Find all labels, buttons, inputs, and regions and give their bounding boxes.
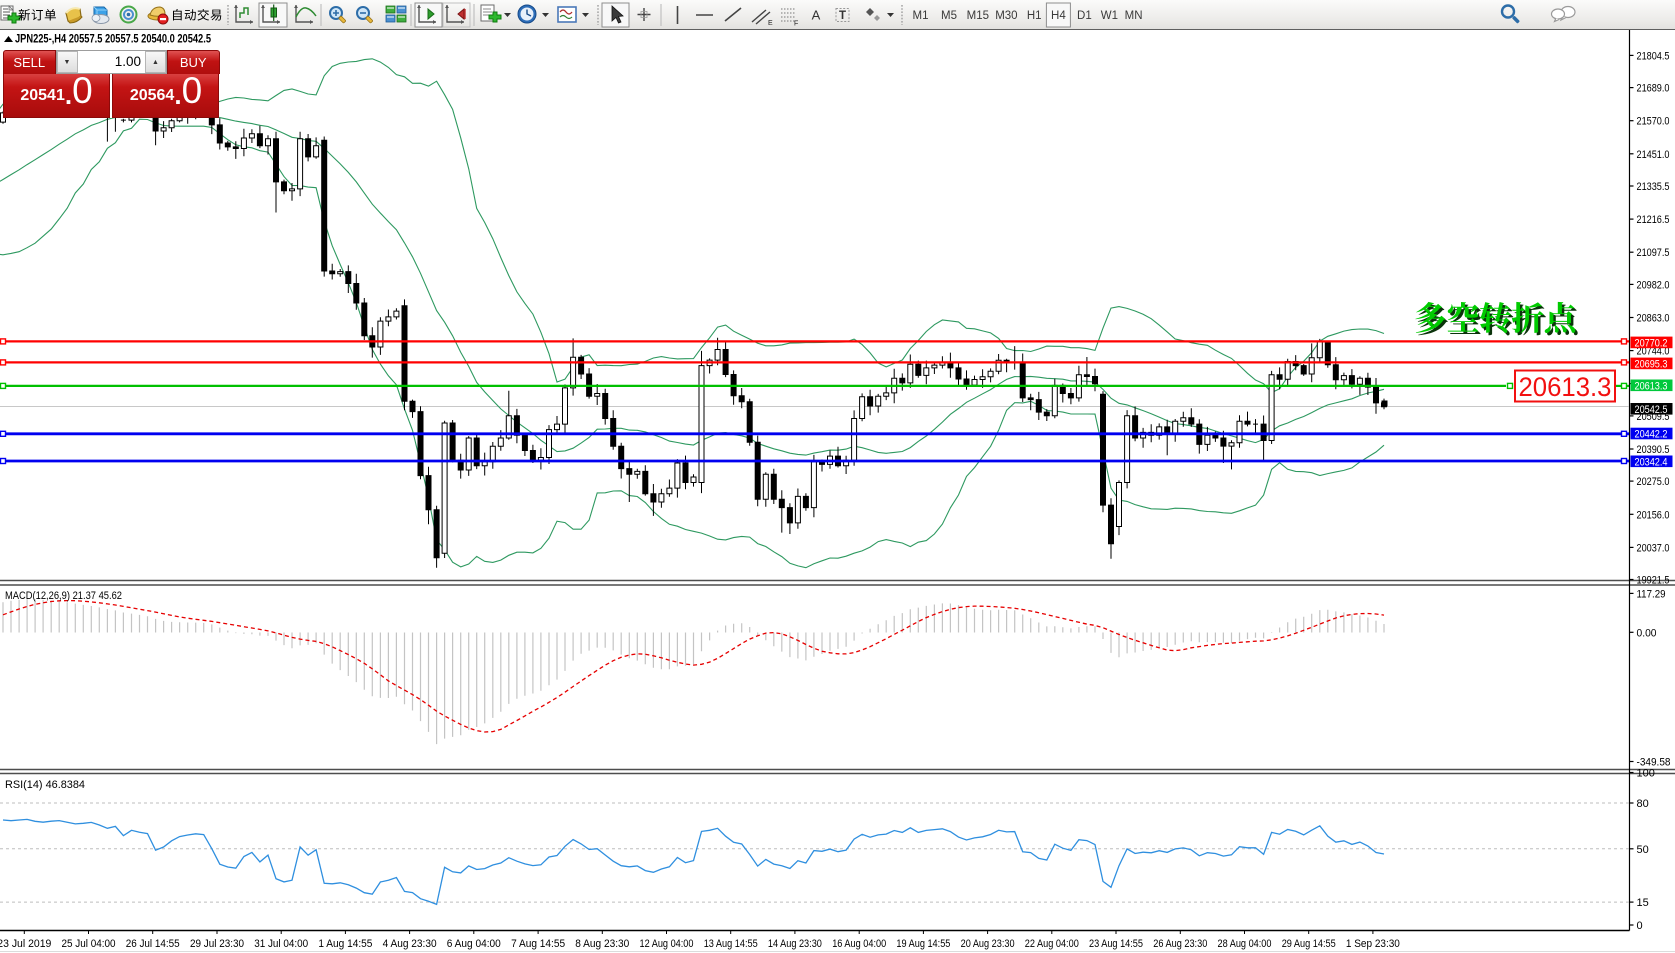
svg-text:26 Aug 23:30: 26 Aug 23:30 <box>1153 938 1207 950</box>
svg-text:20863.0: 20863.0 <box>1637 313 1670 325</box>
svg-text:T: T <box>839 10 846 22</box>
svg-text:-349.58: -349.58 <box>1637 757 1671 769</box>
svg-text:20542.5: 20542.5 <box>1635 404 1668 416</box>
svg-text:20982.0: 20982.0 <box>1637 279 1670 291</box>
svg-text:22 Aug 04:00: 22 Aug 04:00 <box>1025 938 1079 950</box>
svg-text:19921.5: 19921.5 <box>1637 575 1670 587</box>
svg-text:21689.0: 21689.0 <box>1637 83 1670 95</box>
svg-text:20342.4: 20342.4 <box>1635 456 1668 468</box>
svg-text:26 Jul 14:55: 26 Jul 14:55 <box>126 938 180 950</box>
svg-text:14 Aug 23:30: 14 Aug 23:30 <box>768 938 822 950</box>
svg-text:16 Aug 04:00: 16 Aug 04:00 <box>832 938 886 950</box>
svg-text:M30: M30 <box>995 10 1017 22</box>
svg-text:21804.5: 21804.5 <box>1637 50 1670 62</box>
svg-text:20770.2: 20770.2 <box>1635 337 1668 349</box>
svg-text:0.00: 0.00 <box>1637 627 1657 639</box>
svg-text:1 Aug 14:55: 1 Aug 14:55 <box>318 938 372 950</box>
svg-text:6 Aug 04:00: 6 Aug 04:00 <box>447 938 501 950</box>
svg-text:F: F <box>794 21 798 28</box>
svg-text:H1: H1 <box>1027 10 1042 22</box>
svg-text:80: 80 <box>1637 798 1649 810</box>
svg-text:100: 100 <box>1637 768 1655 780</box>
svg-text:29 Aug 14:55: 29 Aug 14:55 <box>1282 938 1336 950</box>
svg-text:23 Aug 14:55: 23 Aug 14:55 <box>1089 938 1143 950</box>
svg-text:MACD(12,26,9) 21.37 45.62: MACD(12,26,9) 21.37 45.62 <box>5 590 122 602</box>
svg-text:20156.0: 20156.0 <box>1637 509 1670 521</box>
svg-text:12 Aug 04:00: 12 Aug 04:00 <box>640 938 694 950</box>
svg-text:31 Jul 04:00: 31 Jul 04:00 <box>254 938 308 950</box>
svg-text:4 Aug 23:30: 4 Aug 23:30 <box>383 938 437 950</box>
svg-text:M5: M5 <box>941 10 957 22</box>
svg-text:15: 15 <box>1637 897 1649 909</box>
svg-text:M1: M1 <box>913 10 929 22</box>
svg-text:0: 0 <box>1637 920 1643 932</box>
svg-text:13 Aug 14:55: 13 Aug 14:55 <box>704 938 758 950</box>
svg-text:20275.0: 20275.0 <box>1637 476 1670 488</box>
svg-text:H4: H4 <box>1051 10 1066 22</box>
svg-text:50: 50 <box>1637 844 1649 856</box>
svg-text:20442.2: 20442.2 <box>1635 429 1668 441</box>
svg-text:20744.0: 20744.0 <box>1637 346 1670 358</box>
svg-text:M15: M15 <box>967 10 989 22</box>
svg-text:MN: MN <box>1125 10 1143 22</box>
svg-text:8 Aug 23:30: 8 Aug 23:30 <box>575 938 629 950</box>
svg-text:117.29: 117.29 <box>1637 588 1666 600</box>
svg-text:28 Aug 04:00: 28 Aug 04:00 <box>1218 938 1272 950</box>
svg-text:1 Sep 23:30: 1 Sep 23:30 <box>1346 938 1400 950</box>
svg-text:D1: D1 <box>1077 10 1092 22</box>
svg-text:20695.3: 20695.3 <box>1635 358 1668 370</box>
svg-text:23 Jul 2019: 23 Jul 2019 <box>0 938 51 950</box>
svg-text:21216.5: 21216.5 <box>1637 214 1670 226</box>
svg-text:25 Jul 04:00: 25 Jul 04:00 <box>62 938 116 950</box>
svg-text:21451.0: 21451.0 <box>1637 149 1670 161</box>
svg-text:RSI(14) 46.8384: RSI(14) 46.8384 <box>5 779 85 791</box>
svg-text:21570.0: 21570.0 <box>1637 116 1670 128</box>
svg-text:20613.3: 20613.3 <box>1635 380 1668 392</box>
svg-text:E: E <box>768 20 773 27</box>
svg-text:A: A <box>812 8 821 23</box>
svg-text:21097.5: 21097.5 <box>1637 247 1670 259</box>
svg-text:20 Aug 23:30: 20 Aug 23:30 <box>961 938 1015 950</box>
svg-text:20613.3: 20613.3 <box>1519 372 1612 402</box>
svg-text:21335.5: 21335.5 <box>1637 181 1670 193</box>
svg-text:20037.0: 20037.0 <box>1637 542 1670 554</box>
svg-text:29 Jul 23:30: 29 Jul 23:30 <box>190 938 244 950</box>
svg-text:20390.5: 20390.5 <box>1637 444 1670 456</box>
svg-text:19 Aug 14:55: 19 Aug 14:55 <box>896 938 950 950</box>
svg-text:JPN225-,H4 20557.5 20557.5 20: JPN225-,H4 20557.5 20557.5 20540.0 20542… <box>15 32 211 46</box>
svg-text:7 Aug 14:55: 7 Aug 14:55 <box>511 938 565 950</box>
svg-text:W1: W1 <box>1101 10 1118 22</box>
